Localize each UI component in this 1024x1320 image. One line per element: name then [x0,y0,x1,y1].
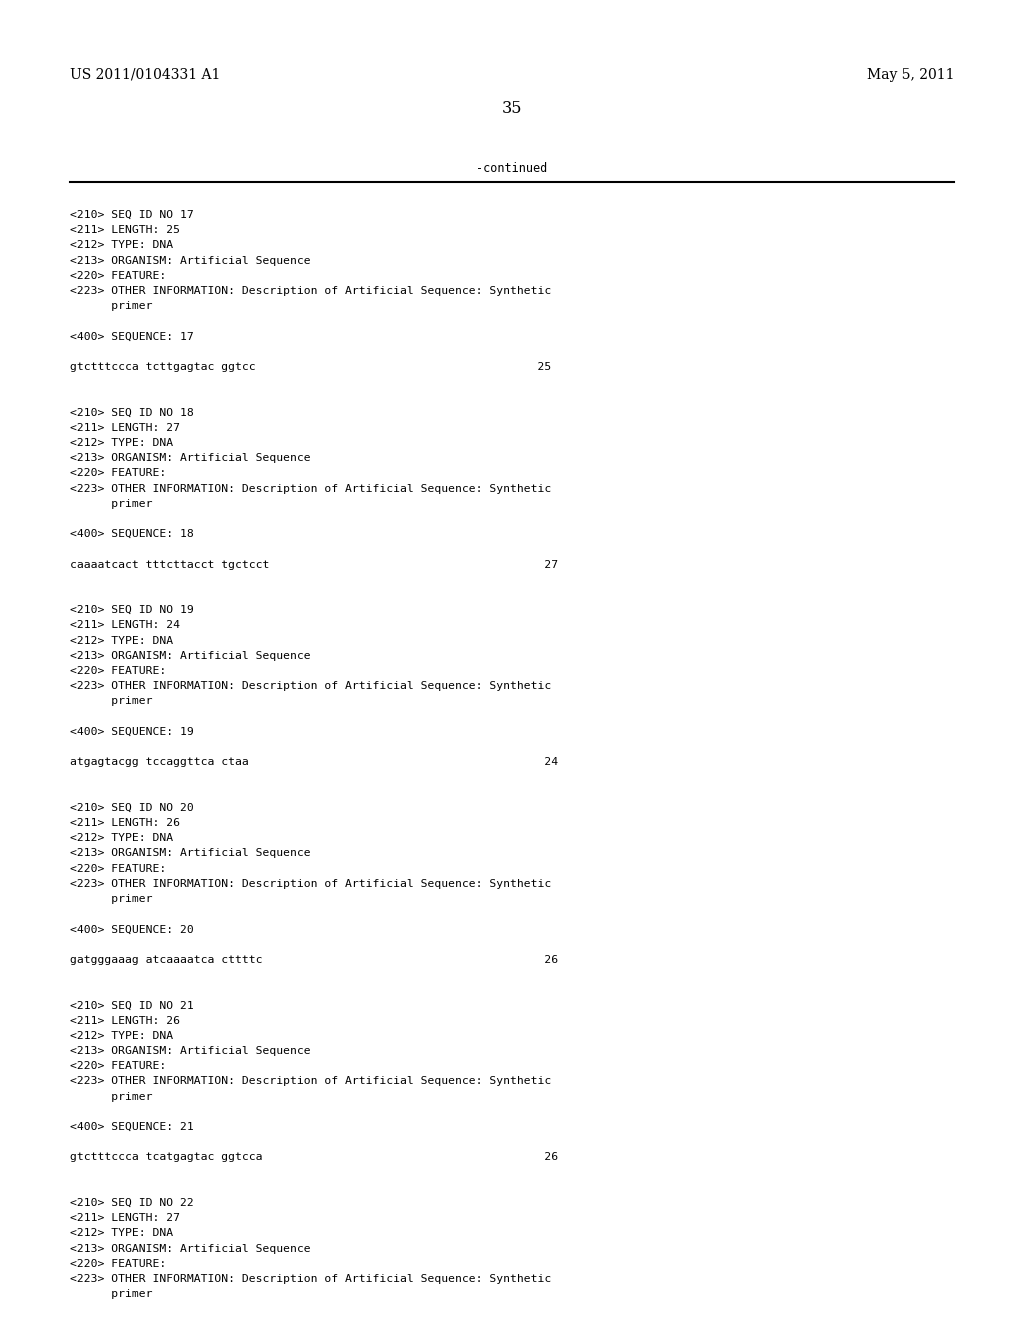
Text: <213> ORGANISM: Artificial Sequence: <213> ORGANISM: Artificial Sequence [70,849,310,858]
Text: gatgggaaag atcaaaatca cttttc                                         26: gatgggaaag atcaaaatca cttttc 26 [70,954,558,965]
Text: <220> FEATURE:: <220> FEATURE: [70,271,166,281]
Text: -continued: -continued [476,162,548,176]
Text: <213> ORGANISM: Artificial Sequence: <213> ORGANISM: Artificial Sequence [70,1045,310,1056]
Text: <400> SEQUENCE: 19: <400> SEQUENCE: 19 [70,727,194,737]
Text: <212> TYPE: DNA: <212> TYPE: DNA [70,438,173,447]
Text: <212> TYPE: DNA: <212> TYPE: DNA [70,636,173,645]
Text: <223> OTHER INFORMATION: Description of Artificial Sequence: Synthetic: <223> OTHER INFORMATION: Description of … [70,1274,551,1284]
Text: <400> SEQUENCE: 17: <400> SEQUENCE: 17 [70,331,194,342]
Text: <223> OTHER INFORMATION: Description of Artificial Sequence: Synthetic: <223> OTHER INFORMATION: Description of … [70,1076,551,1086]
Text: <211> LENGTH: 25: <211> LENGTH: 25 [70,226,179,235]
Text: <210> SEQ ID NO 17: <210> SEQ ID NO 17 [70,210,194,220]
Text: 35: 35 [502,100,522,117]
Text: <211> LENGTH: 27: <211> LENGTH: 27 [70,1213,179,1224]
Text: <220> FEATURE:: <220> FEATURE: [70,469,166,478]
Text: primer: primer [70,894,153,904]
Text: <400> SEQUENCE: 18: <400> SEQUENCE: 18 [70,529,194,539]
Text: <211> LENGTH: 27: <211> LENGTH: 27 [70,422,179,433]
Text: <212> TYPE: DNA: <212> TYPE: DNA [70,1031,173,1040]
Text: <212> TYPE: DNA: <212> TYPE: DNA [70,1229,173,1238]
Text: <211> LENGTH: 24: <211> LENGTH: 24 [70,620,179,631]
Text: May 5, 2011: May 5, 2011 [867,69,954,82]
Text: <213> ORGANISM: Artificial Sequence: <213> ORGANISM: Artificial Sequence [70,651,310,661]
Text: <220> FEATURE:: <220> FEATURE: [70,863,166,874]
Text: primer: primer [70,301,153,312]
Text: gtctttccca tcatgagtac ggtcca                                         26: gtctttccca tcatgagtac ggtcca 26 [70,1152,558,1163]
Text: <210> SEQ ID NO 18: <210> SEQ ID NO 18 [70,408,194,417]
Text: <223> OTHER INFORMATION: Description of Artificial Sequence: Synthetic: <223> OTHER INFORMATION: Description of … [70,483,551,494]
Text: <211> LENGTH: 26: <211> LENGTH: 26 [70,818,179,828]
Text: <210> SEQ ID NO 20: <210> SEQ ID NO 20 [70,803,194,813]
Text: <220> FEATURE:: <220> FEATURE: [70,1259,166,1269]
Text: <211> LENGTH: 26: <211> LENGTH: 26 [70,1015,179,1026]
Text: gtctttccca tcttgagtac ggtcc                                         25: gtctttccca tcttgagtac ggtcc 25 [70,362,551,372]
Text: <223> OTHER INFORMATION: Description of Artificial Sequence: Synthetic: <223> OTHER INFORMATION: Description of … [70,681,551,692]
Text: <400> SEQUENCE: 21: <400> SEQUENCE: 21 [70,1122,194,1133]
Text: <212> TYPE: DNA: <212> TYPE: DNA [70,833,173,843]
Text: primer: primer [70,1092,153,1102]
Text: <223> OTHER INFORMATION: Description of Artificial Sequence: Synthetic: <223> OTHER INFORMATION: Description of … [70,879,551,888]
Text: <210> SEQ ID NO 19: <210> SEQ ID NO 19 [70,605,194,615]
Text: <223> OTHER INFORMATION: Description of Artificial Sequence: Synthetic: <223> OTHER INFORMATION: Description of … [70,286,551,296]
Text: <220> FEATURE:: <220> FEATURE: [70,667,166,676]
Text: US 2011/0104331 A1: US 2011/0104331 A1 [70,69,220,82]
Text: primer: primer [70,499,153,508]
Text: primer: primer [70,697,153,706]
Text: <210> SEQ ID NO 22: <210> SEQ ID NO 22 [70,1199,194,1208]
Text: <210> SEQ ID NO 21: <210> SEQ ID NO 21 [70,1001,194,1010]
Text: caaaatcact tttcttacct tgctcct                                        27: caaaatcact tttcttacct tgctcct 27 [70,560,558,570]
Text: <220> FEATURE:: <220> FEATURE: [70,1061,166,1072]
Text: <213> ORGANISM: Artificial Sequence: <213> ORGANISM: Artificial Sequence [70,1243,310,1254]
Text: <213> ORGANISM: Artificial Sequence: <213> ORGANISM: Artificial Sequence [70,453,310,463]
Text: <400> SEQUENCE: 20: <400> SEQUENCE: 20 [70,924,194,935]
Text: primer: primer [70,1290,153,1299]
Text: atgagtacgg tccaggttca ctaa                                           24: atgagtacgg tccaggttca ctaa 24 [70,758,558,767]
Text: <212> TYPE: DNA: <212> TYPE: DNA [70,240,173,251]
Text: <213> ORGANISM: Artificial Sequence: <213> ORGANISM: Artificial Sequence [70,256,310,265]
